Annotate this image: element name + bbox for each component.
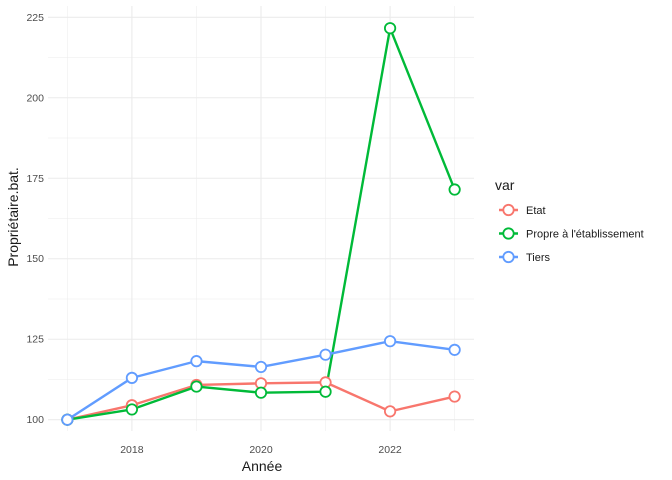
- x-axis-title: Année: [242, 458, 283, 474]
- data-point: [319, 348, 332, 361]
- data-point: [448, 183, 461, 196]
- y-tick-label: 150: [26, 253, 44, 265]
- legend-item: Etat: [499, 203, 546, 217]
- legend-label: Tiers: [526, 252, 551, 264]
- grid-lines: [48, 6, 474, 431]
- y-axis-title: Propriétaire.bat.: [5, 167, 21, 267]
- y-tick-label: 125: [26, 334, 44, 346]
- data-point: [383, 22, 397, 35]
- series-layer: [61, 22, 461, 426]
- legend-item: Tiers: [499, 250, 551, 264]
- x-tick-label: 2018: [120, 444, 144, 456]
- x-axis-ticks: 2018 2020 2022: [120, 444, 402, 456]
- legend-item: Propre à l'établissement: [499, 227, 644, 241]
- data-point: [254, 386, 268, 399]
- data-point: [254, 360, 268, 374]
- data-point: [448, 343, 461, 356]
- legend: var Etat Propre à l'établissement Tiers: [495, 177, 644, 264]
- y-tick-label: 100: [26, 414, 44, 426]
- y-tick-label: 225: [26, 12, 44, 24]
- data-point: [190, 355, 203, 368]
- data-point: [319, 385, 332, 398]
- data-point: [190, 380, 203, 393]
- y-axis-ticks: 100 125 150 175 200 225: [26, 12, 44, 426]
- x-tick-label: 2022: [378, 444, 402, 456]
- legend-label: Etat: [526, 205, 546, 217]
- x-tick-label: 2020: [249, 444, 273, 456]
- legend-key-point: [502, 227, 515, 240]
- data-point: [383, 335, 397, 348]
- data-point: [448, 390, 461, 403]
- y-tick-label: 200: [26, 92, 44, 104]
- y-tick-label: 175: [26, 173, 44, 185]
- data-point: [125, 403, 139, 416]
- data-point: [125, 371, 139, 384]
- legend-title: var: [495, 177, 515, 193]
- legend-label: Propre à l'établissement: [526, 229, 644, 241]
- data-point: [61, 413, 74, 426]
- legend-key-point: [502, 250, 515, 264]
- legend-key-point: [502, 203, 515, 217]
- data-point: [383, 405, 397, 418]
